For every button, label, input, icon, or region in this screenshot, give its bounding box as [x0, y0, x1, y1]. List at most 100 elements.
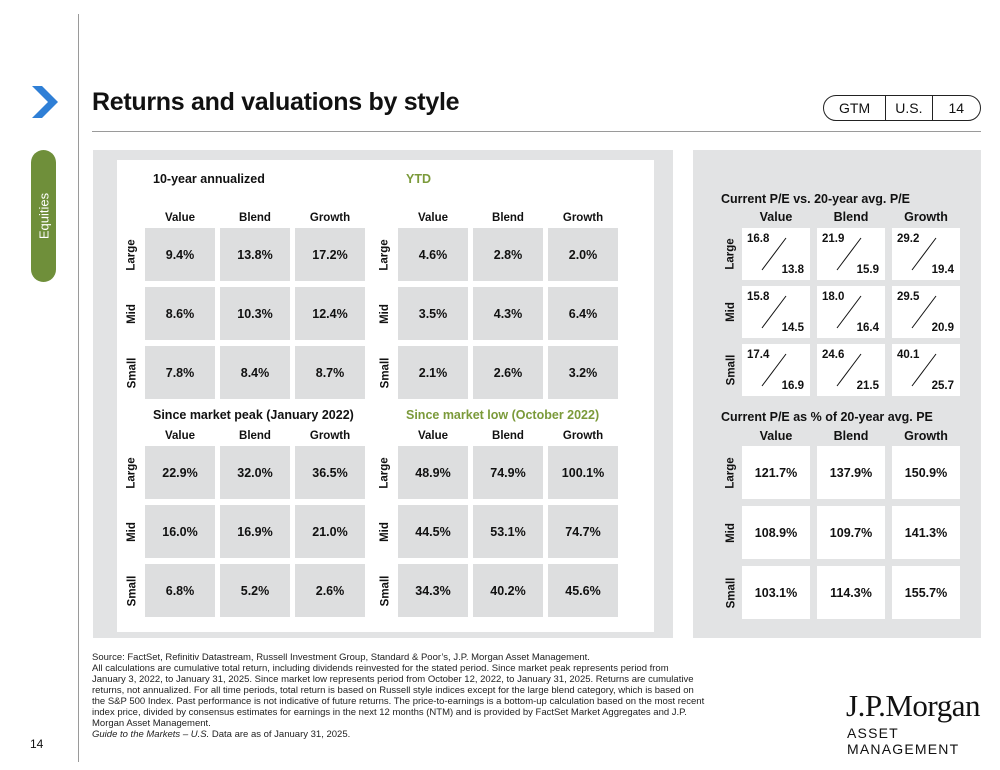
row-label: Mid [126, 303, 138, 324]
pe-comparison-cell: 29.2 19.4 [892, 228, 960, 280]
pe-comparison-cell: 40.1 25.7 [892, 344, 960, 396]
column-header-blend: Blend [239, 430, 271, 442]
return-cell: 2.8% [473, 228, 543, 281]
avg-pe: 15.9 [856, 264, 879, 276]
row-label: Small [379, 357, 391, 388]
column-header-growth: Growth [309, 212, 351, 224]
row-label: Small [725, 577, 737, 608]
data-date-line: Guide to the Markets – U.S. Data are as … [92, 729, 834, 740]
row-label: Small [725, 354, 737, 386]
row-header-large: Large [125, 446, 139, 499]
page-title: Returns and valuations by style [92, 88, 460, 116]
returns-section-title: Since market peak (January 2022) [153, 408, 354, 422]
row-label: Mid [379, 303, 391, 324]
pe-comparison-cell: 17.4 16.9 [742, 344, 810, 396]
row-header-mid: Mid [125, 287, 139, 340]
return-cell: 8.4% [220, 346, 290, 399]
jpmorgan-logo: J.P.Morgan [846, 688, 980, 723]
pe-column-header-value: Value [759, 210, 793, 224]
pe-comparison-cell: 24.6 21.5 [817, 344, 885, 396]
avg-pe: 16.9 [781, 380, 804, 392]
row-label: Large [725, 456, 738, 489]
section-tab-label: Equities [36, 192, 51, 240]
current-pe: 18.0 [822, 291, 845, 303]
diagonal-divider [911, 237, 937, 271]
source-line: All calculations are cumulative total re… [92, 663, 669, 674]
return-cell: 53.1% [473, 505, 543, 558]
return-cell: 5.2% [220, 564, 290, 617]
diagonal-divider [911, 353, 937, 387]
return-cell: 16.0% [145, 505, 215, 558]
guide-title: Guide to the Markets – U.S. [92, 729, 210, 740]
pe-comparison-cell: 16.8 13.8 [742, 228, 810, 280]
pe-percent-cell: 141.3% [892, 506, 960, 559]
return-cell: 2.0% [548, 228, 618, 281]
return-cell: 21.0% [295, 505, 365, 558]
return-cell: 32.0% [220, 446, 290, 499]
return-cell: 34.3% [398, 564, 468, 617]
badge-page: 14 [931, 96, 980, 120]
row-header-small: Small [125, 346, 139, 399]
return-cell: 12.4% [295, 287, 365, 340]
row-label: Large [379, 238, 392, 271]
row-label: Small [379, 575, 391, 606]
pe-comparison-cell: 29.5 20.9 [892, 286, 960, 338]
row-header-small: Small [125, 564, 139, 617]
row-label: Large [126, 238, 139, 271]
row-header-mid: Mid [125, 505, 139, 558]
pe-percent-cell: 103.1% [742, 566, 810, 619]
return-cell: 74.7% [548, 505, 618, 558]
current-pe: 16.8 [747, 233, 770, 245]
row-label: Mid [725, 522, 737, 543]
current-pe: 17.4 [747, 349, 770, 361]
pe-percent-cell: 108.9% [742, 506, 810, 559]
current-pe: 24.6 [822, 349, 845, 361]
return-cell: 45.6% [548, 564, 618, 617]
avg-pe: 21.5 [856, 380, 879, 392]
pct-column-header-value: Value [759, 429, 793, 443]
pct-column-header-growth: Growth [904, 429, 948, 443]
current-pe: 29.5 [897, 291, 920, 303]
return-cell: 48.9% [398, 446, 468, 499]
pe-column-header-blend: Blend [833, 210, 869, 224]
avg-pe: 13.8 [781, 264, 804, 276]
pe-percent-cell: 155.7% [892, 566, 960, 619]
section-tab-equities[interactable]: Equities [31, 150, 56, 282]
diagonal-divider [761, 295, 787, 329]
pe-row-header-large: Large [724, 228, 738, 280]
pe-row-header-small: Small [724, 344, 738, 396]
pct-row-header-large: Large [724, 446, 738, 499]
source-notes: Source: FactSet, Refinitiv Datastream, R… [92, 652, 834, 740]
current-pe: 15.8 [747, 291, 770, 303]
return-cell: 9.4% [145, 228, 215, 281]
return-cell: 2.6% [473, 346, 543, 399]
column-header-value: Value [164, 212, 196, 224]
return-cell: 7.8% [145, 346, 215, 399]
pe-comparison-cell: 18.0 16.4 [817, 286, 885, 338]
column-header-value: Value [417, 212, 449, 224]
row-label: Large [725, 238, 738, 270]
pe-percent-cell: 121.7% [742, 446, 810, 499]
source-line: Source: FactSet, Refinitiv Datastream, R… [92, 652, 590, 663]
return-cell: 36.5% [295, 446, 365, 499]
current-pe: 40.1 [897, 349, 920, 361]
avg-pe: 19.4 [931, 264, 954, 276]
current-pe: 29.2 [897, 233, 920, 245]
column-header-growth: Growth [309, 430, 351, 442]
left-divider-line [78, 14, 79, 762]
return-cell: 17.2% [295, 228, 365, 281]
column-header-value: Value [164, 430, 196, 442]
return-cell: 3.2% [548, 346, 618, 399]
row-header-mid: Mid [378, 505, 392, 558]
row-label: Mid [725, 302, 737, 322]
source-line: Morgan Asset Management. [92, 718, 211, 729]
page-number: 14 [30, 737, 44, 751]
pe-row-header-mid: Mid [724, 286, 738, 338]
returns-section-title: 10-year annualized [153, 172, 265, 186]
return-cell: 3.5% [398, 287, 468, 340]
badge-gtm: GTM [839, 100, 871, 116]
row-header-large: Large [125, 228, 139, 281]
source-line: returns, not annualized. For all time pe… [92, 685, 694, 696]
row-label: Large [126, 456, 139, 489]
source-line: January 3, 2022, to January 31, 2025. Si… [92, 674, 694, 685]
